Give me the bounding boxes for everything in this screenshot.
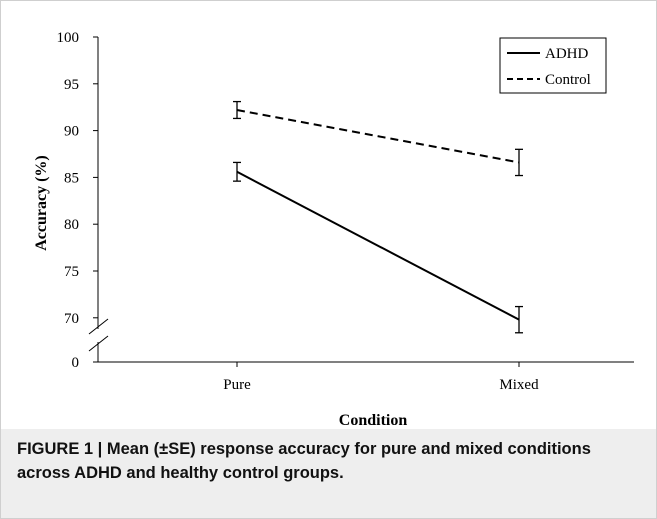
y-tick-label: 85 [64,170,79,186]
legend: ADHD Control [499,37,607,94]
y-tick-label: 70 [64,311,79,327]
series-line-adhd [236,170,520,321]
x-tick-label: Pure [223,377,251,393]
series-line-control [236,109,520,164]
x-tick-label: Mixed [499,377,539,393]
error-bar-adhd [233,161,241,182]
y-axis-label: Accuracy (%) [33,155,50,251]
caption-background [1,429,656,518]
y-tick-label: 0 [72,355,80,371]
y-tick-label: 80 [64,217,79,233]
x-axis-ticks: Pure Mixed [223,362,539,393]
x-axis-label: Condition [339,412,408,429]
legend-label-control: Control [545,72,591,88]
y-tick-label: 75 [64,264,79,280]
y-tick-label: 90 [64,124,79,140]
axes [88,37,634,363]
axis-break-mark [88,335,109,352]
figure-caption: FIGURE 1 | Mean (±SE) response accuracy … [17,440,591,482]
error-bar-control [515,148,523,177]
legend-box [499,37,607,94]
error-bar-control [233,100,241,120]
y-tick-label: 95 [64,77,79,93]
series-marks [233,100,523,334]
error-bar-adhd [515,305,523,334]
y-tick-label: 100 [57,30,80,46]
axis-break-mark [88,318,109,335]
legend-label-adhd: ADHD [545,46,588,62]
y-axis-ticks: 100 95 90 85 80 75 70 0 [57,30,98,371]
